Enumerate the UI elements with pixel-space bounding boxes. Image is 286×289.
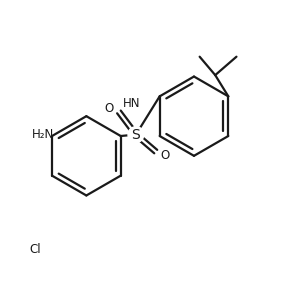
Circle shape [128,127,144,142]
Text: Cl: Cl [29,243,41,256]
Text: O: O [160,149,170,162]
Text: H₂N: H₂N [31,128,54,141]
Text: HN: HN [123,97,140,110]
Text: O: O [104,102,113,115]
Text: S: S [132,127,140,142]
